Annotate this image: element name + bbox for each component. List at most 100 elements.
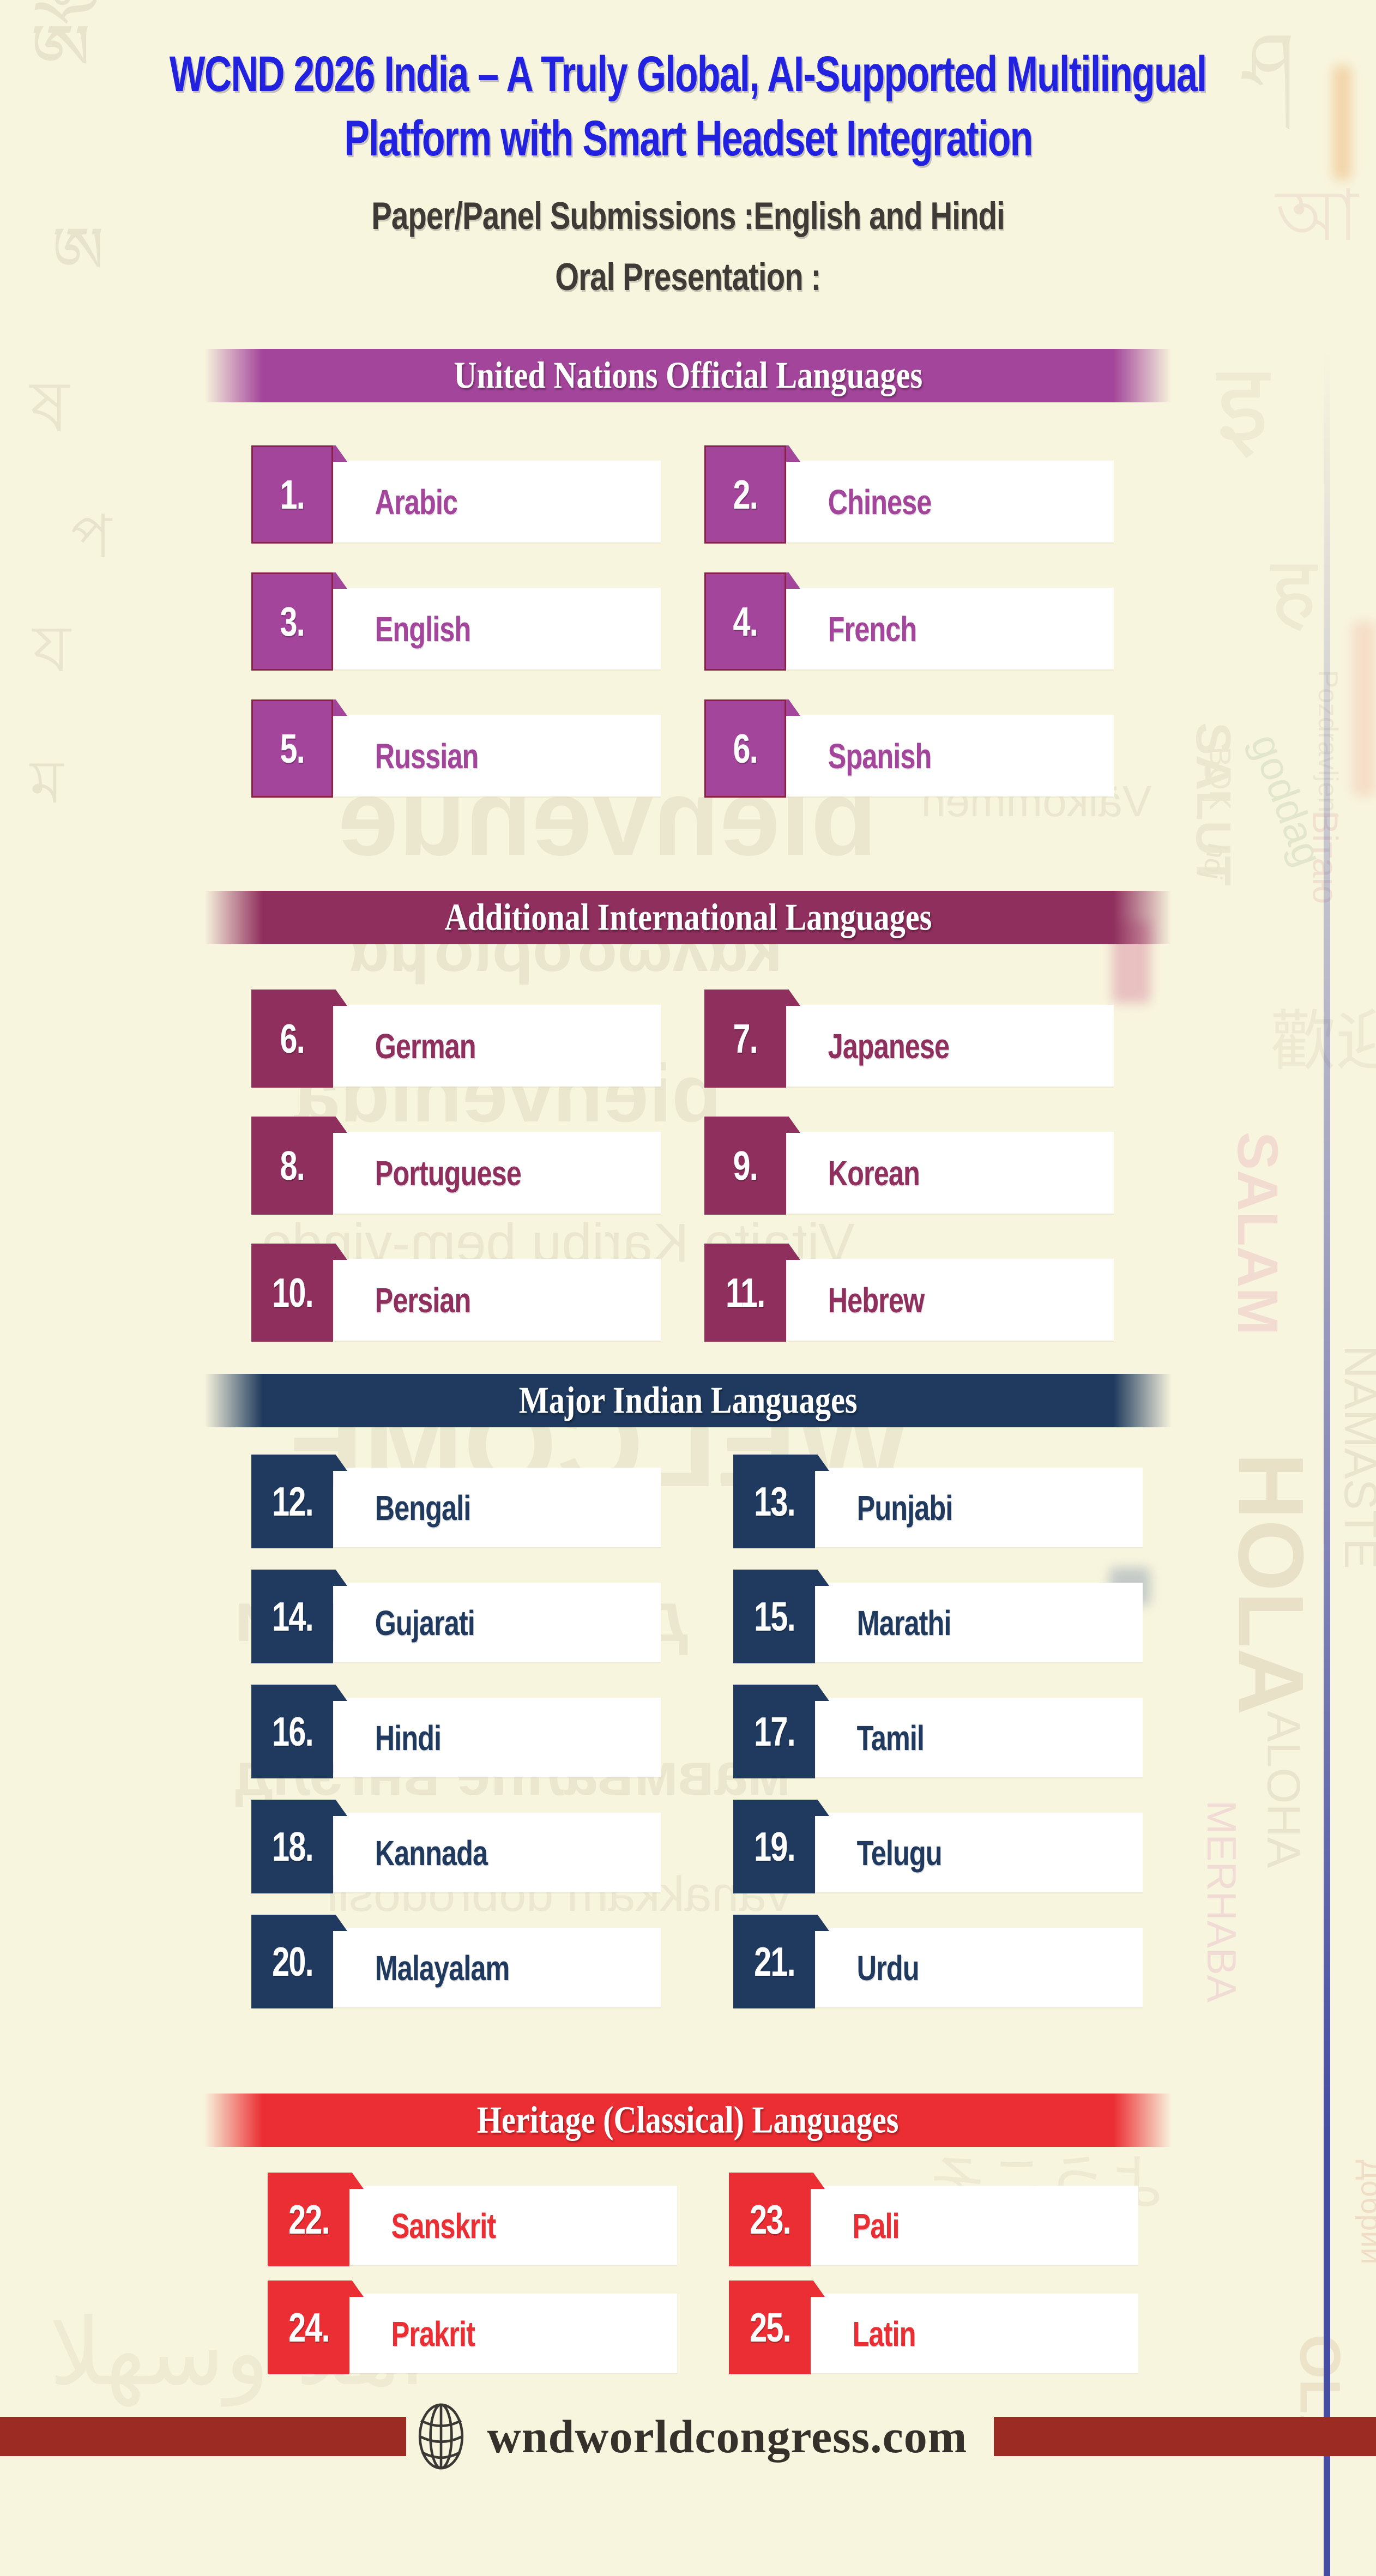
language-card: Portuguese — [334, 1132, 661, 1214]
language-card: Sanskrit — [350, 2186, 677, 2265]
number-tab: 24. — [268, 2281, 349, 2374]
language-label: Russian — [375, 735, 479, 776]
ribbon-fold — [815, 1800, 829, 1816]
ribbon-fold — [786, 572, 800, 589]
ribbon-fold — [786, 699, 800, 716]
ribbon-fold — [333, 1570, 347, 1586]
page-title: WCND 2026 India – A Truly Global, AI-Sup… — [0, 43, 1376, 171]
decor-blob — [1352, 622, 1376, 796]
watermark-text: SALUT — [1185, 722, 1240, 886]
language-card: Hebrew — [787, 1259, 1114, 1341]
language-card: Marathi — [816, 1583, 1143, 1662]
subtitle-line-2: Oral Presentation : — [555, 255, 821, 299]
language-card: Tamil — [816, 1698, 1143, 1777]
item-number: 16. — [271, 1708, 313, 1755]
number-tab: 1. — [251, 445, 333, 544]
item-number: 3. — [280, 598, 305, 645]
item-number: 17. — [753, 1708, 795, 1755]
header: WCND 2026 India – A Truly Global, AI-Sup… — [0, 43, 1376, 307]
language-label: Arabic — [375, 481, 458, 522]
footer-bar-left — [0, 2417, 406, 2456]
watermark-text: NAMASTE — [1334, 1345, 1376, 1569]
item-number: 20. — [271, 1938, 313, 1985]
language-card: Telugu — [816, 1813, 1143, 1892]
language-card: Russian — [334, 715, 661, 797]
ribbon-fold — [811, 2173, 825, 2189]
language-card: Urdu — [816, 1928, 1143, 2007]
page-subtitle: Paper/Panel Submissions :English and Hin… — [0, 185, 1376, 307]
watermark-text: ह — [1270, 540, 1317, 637]
watermark-text: ম — [30, 749, 64, 816]
item-number: 5. — [280, 725, 305, 772]
language-card: Japanese — [787, 1005, 1114, 1087]
language-label: Bengali — [375, 1487, 472, 1528]
language-label: Latin — [852, 2313, 916, 2354]
ribbon-fold — [333, 1915, 347, 1931]
item-number: 9. — [733, 1142, 758, 1189]
number-tab: 3. — [251, 572, 333, 671]
number-tab: 6. — [251, 990, 333, 1088]
item-number: 23. — [749, 2196, 791, 2243]
section-banner: Major Indian Languages — [204, 1374, 1172, 1427]
language-label: Malayalam — [375, 1947, 510, 1988]
ribbon-fold — [333, 1455, 347, 1471]
ribbon-fold — [815, 1915, 829, 1931]
number-tab: 9. — [704, 1117, 786, 1215]
item-number: 7. — [733, 1015, 758, 1062]
footer-url: wndworldcongress.com — [487, 2410, 968, 2463]
language-label: Japanese — [828, 1025, 950, 1066]
watermark-text: Вітаю — [1305, 810, 1345, 904]
language-label: Pali — [852, 2205, 900, 2246]
ribbon-fold — [786, 1244, 800, 1260]
number-tab: 8. — [251, 1117, 333, 1215]
number-tab: 6. — [704, 699, 786, 798]
item-number: 13. — [753, 1478, 795, 1525]
language-label: Hindi — [375, 1717, 442, 1758]
watermark-text: BOK — [1203, 746, 1238, 810]
item-number: 6. — [733, 725, 758, 772]
number-tab: 14. — [251, 1570, 333, 1663]
item-number: 10. — [271, 1269, 313, 1316]
section-banner-label: Heritage (Classical) Languages — [477, 2099, 899, 2141]
ribbon-fold — [333, 1244, 347, 1260]
ribbon-fold — [333, 1800, 347, 1816]
watermark-text: ALOHA — [1257, 1711, 1309, 1868]
item-number: 24. — [288, 2304, 330, 2351]
language-label: German — [375, 1025, 476, 1066]
number-tab: 23. — [729, 2173, 811, 2266]
title-line-1: WCND 2026 India – A Truly Global, AI-Sup… — [170, 46, 1207, 102]
item-number: 11. — [726, 1269, 765, 1316]
language-label: Korean — [828, 1153, 920, 1193]
ribbon-fold — [333, 699, 347, 716]
language-card: Arabic — [334, 461, 661, 542]
item-number: 22. — [288, 2196, 330, 2243]
item-number: 1. — [280, 471, 305, 518]
ribbon-fold — [333, 445, 347, 462]
language-card: Latin — [811, 2294, 1138, 2373]
number-tab: 19. — [733, 1800, 815, 1893]
language-card: Hindi — [334, 1698, 661, 1777]
number-tab: 25. — [729, 2281, 811, 2374]
watermark-text: Pozdravljeni — [1313, 669, 1344, 819]
language-card: Malayalam — [334, 1928, 661, 2007]
language-label: Tamil — [856, 1717, 925, 1758]
item-number: 12. — [271, 1478, 313, 1525]
language-label: English — [375, 608, 472, 649]
globe-icon — [418, 2403, 463, 2470]
language-card: French — [787, 588, 1114, 669]
language-label: Punjabi — [856, 1487, 953, 1528]
ribbon-fold — [333, 1117, 347, 1133]
number-tab: 11. — [704, 1244, 786, 1342]
number-tab: 17. — [733, 1685, 815, 1778]
item-number: 6. — [280, 1015, 305, 1062]
language-label: French — [828, 608, 918, 649]
watermark-text: প — [71, 503, 112, 570]
item-number: 15. — [753, 1593, 795, 1640]
footer-bar-right — [994, 2417, 1376, 2456]
number-tab: 21. — [733, 1915, 815, 2008]
ribbon-fold — [786, 1117, 800, 1133]
ribbon-fold — [333, 572, 347, 589]
language-card: Korean — [787, 1132, 1114, 1214]
number-tab: 7. — [704, 990, 786, 1088]
item-number: 19. — [753, 1823, 795, 1870]
